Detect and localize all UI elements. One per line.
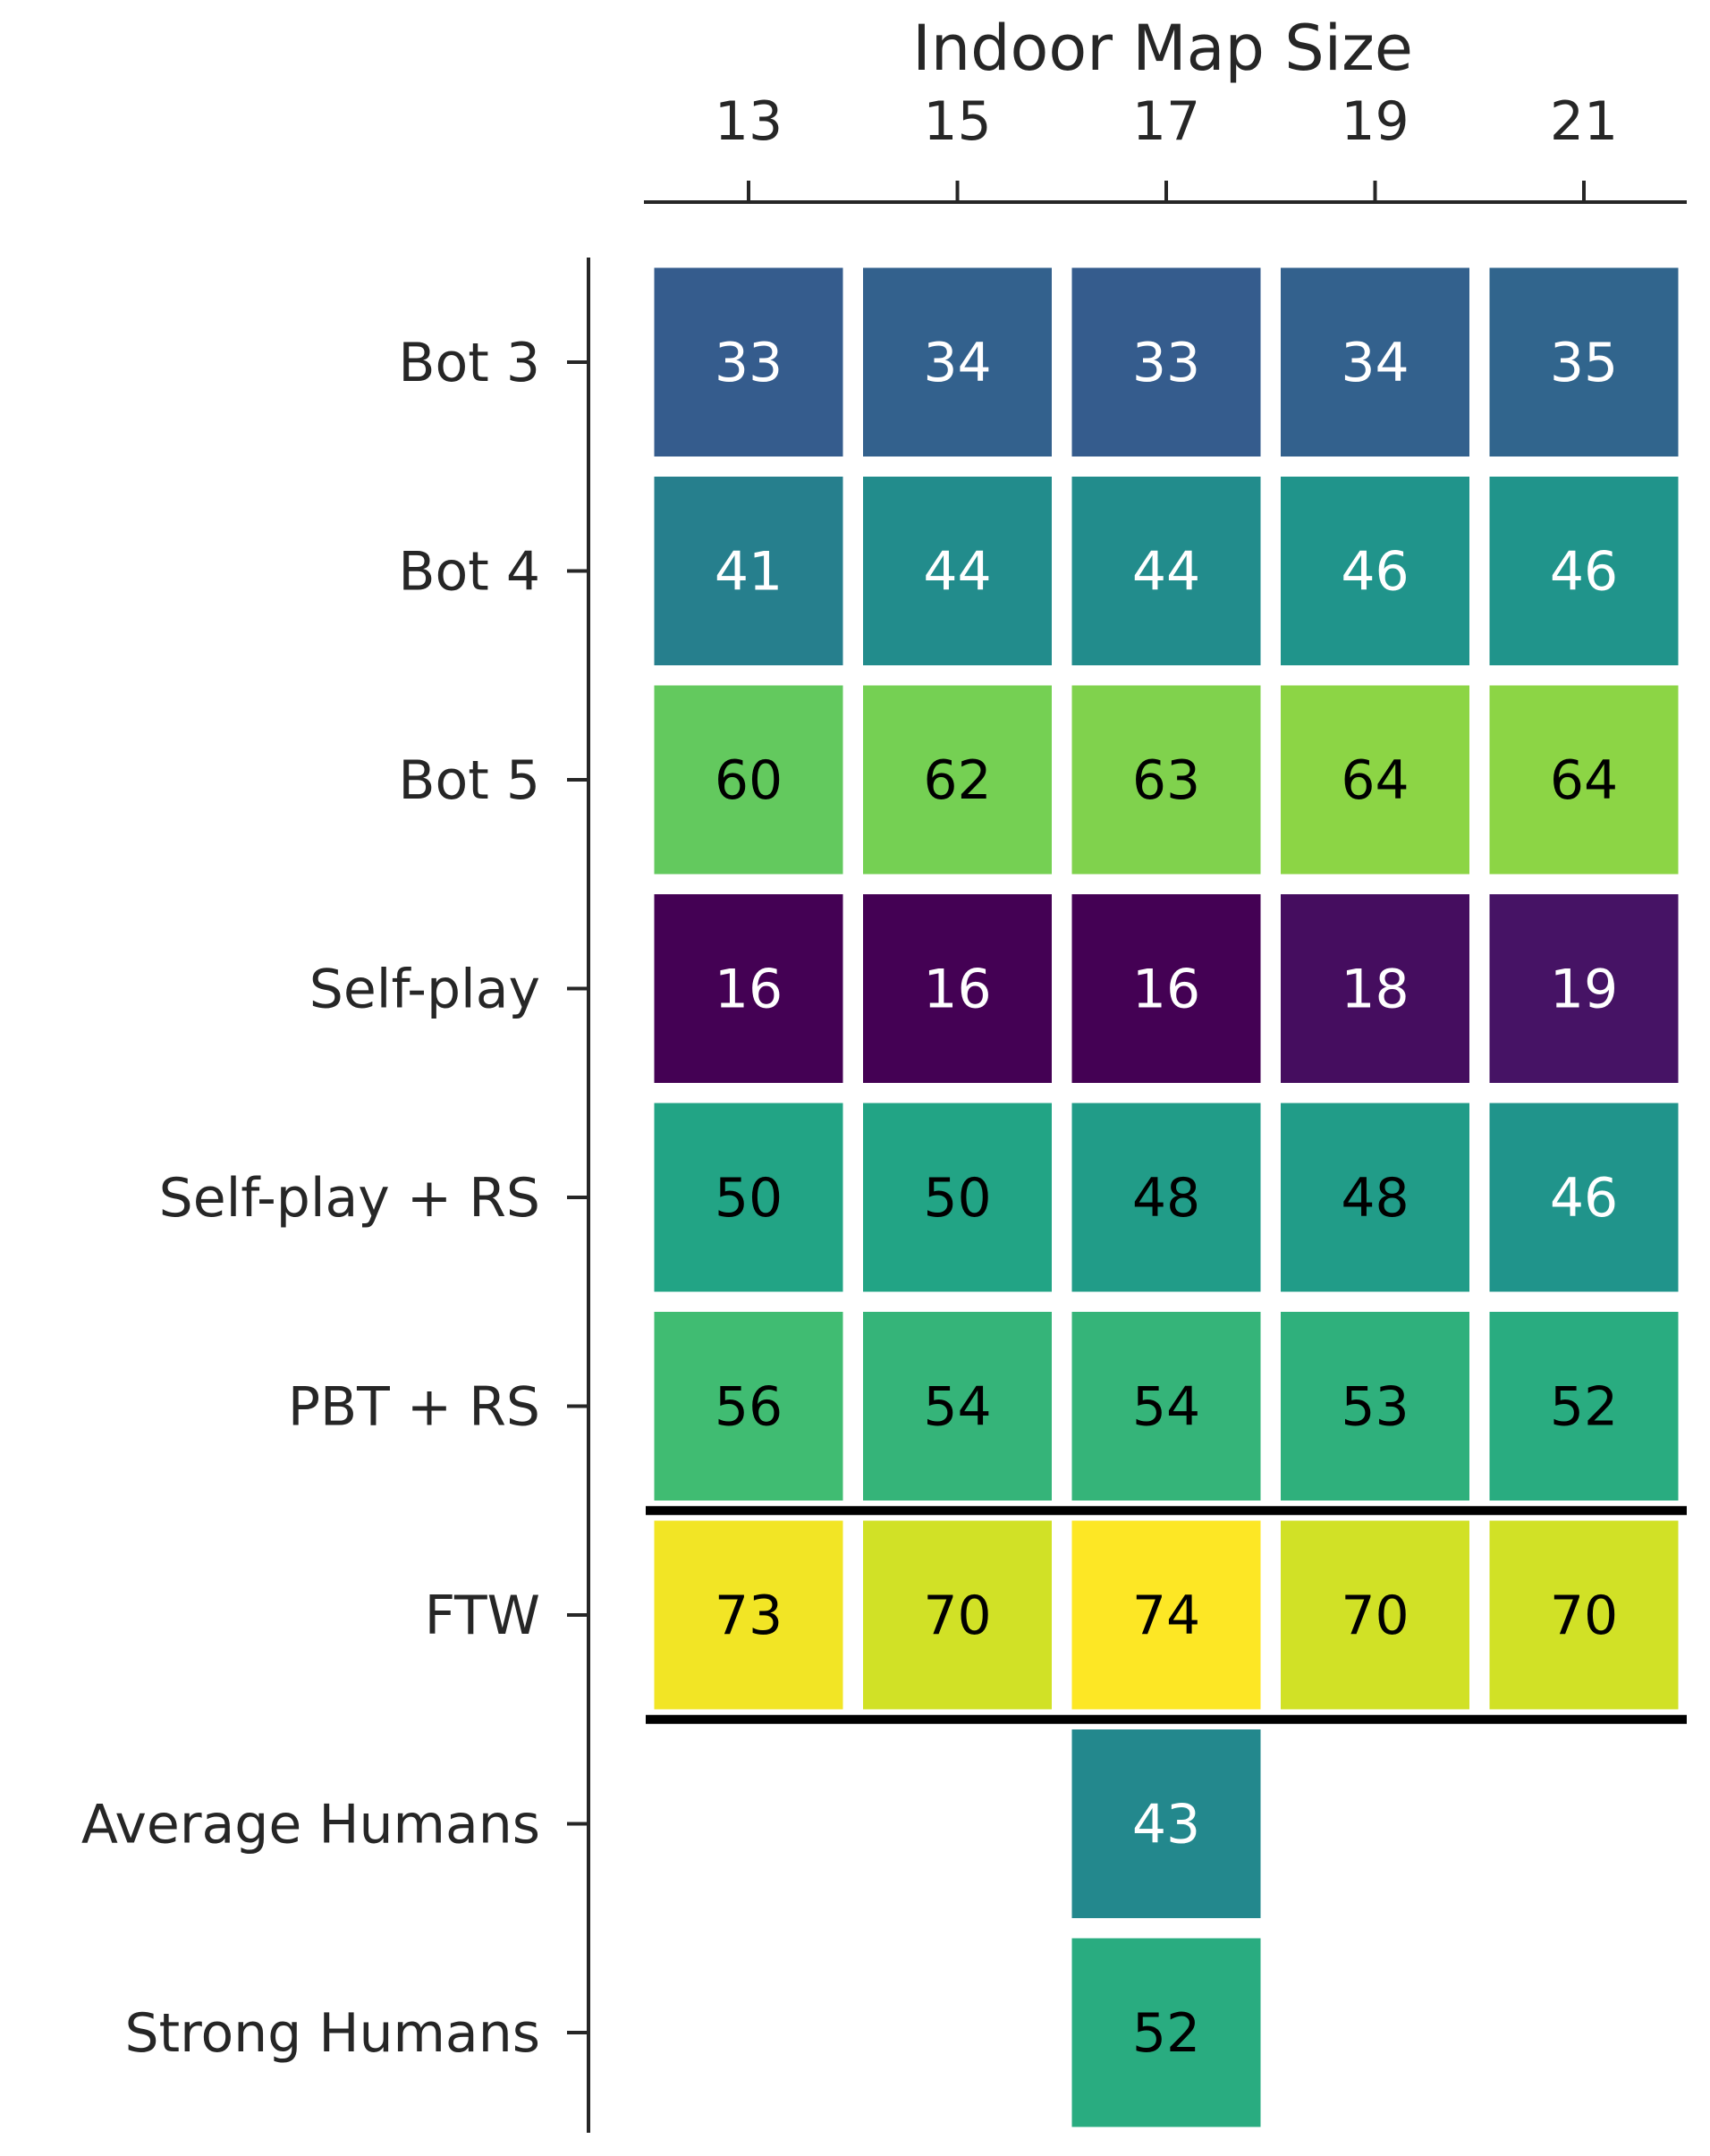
heatmap-cell — [1489, 267, 1679, 457]
cell-value-label: 70 — [1550, 1585, 1618, 1647]
cell-value-label: 43 — [1132, 1794, 1200, 1856]
y-tick-label: FTW — [425, 1585, 540, 1647]
cell-value-label: 18 — [1341, 959, 1409, 1021]
y-tick-label: Average Humans — [81, 1794, 540, 1856]
x-tick-label: 21 — [1550, 90, 1618, 153]
cell-value-label: 60 — [715, 749, 783, 812]
heatmap-cell — [654, 685, 843, 875]
cell-value-label: 70 — [1341, 1585, 1409, 1647]
heatmap-cell — [1071, 1312, 1261, 1501]
cell-value-label: 54 — [1132, 1376, 1200, 1439]
cell-value-label: 19 — [1550, 959, 1618, 1021]
cell-value-label: 33 — [715, 332, 783, 394]
heatmap-cell — [863, 477, 1052, 665]
heatmap-cell — [863, 1520, 1052, 1710]
cell-value-label: 50 — [715, 1167, 783, 1230]
y-tick-label: Bot 3 — [398, 332, 540, 394]
cell-value-label: 34 — [923, 332, 991, 394]
heatmap-cell — [1281, 894, 1469, 1083]
cell-value-label: 33 — [1132, 332, 1200, 394]
cell-value-label: 16 — [715, 959, 783, 1021]
y-ticks: Bot 3 Bot 4 Bot 5 Self-play Self-play + RS PB… — [81, 332, 588, 2065]
x-ticks: 13 15 17 19 21 — [715, 90, 1618, 202]
y-tick-label: Self-play + RS — [159, 1167, 540, 1230]
cell-value-label: 63 — [1132, 749, 1200, 812]
heatmap-cell — [1071, 1103, 1261, 1292]
cell-value-label: 64 — [1550, 749, 1618, 812]
heatmap-cells: 33 34 33 34 35 41 44 44 46 46 60 62 63 64 64 16 16 16 18 19… — [654, 267, 1679, 2127]
heatmap-cell — [863, 894, 1052, 1083]
heatmap-cell — [654, 1312, 843, 1501]
cell-value-label: 46 — [1550, 541, 1618, 604]
heatmap-cell — [1071, 267, 1261, 457]
heatmap-cell — [1071, 1520, 1261, 1710]
cell-value-label: 56 — [715, 1376, 783, 1439]
heatmap-cell — [1489, 894, 1679, 1083]
cell-value-label: 46 — [1550, 1167, 1618, 1230]
heatmap-cell — [1489, 685, 1679, 875]
x-tick-label: 15 — [923, 90, 991, 153]
y-tick-label: Bot 4 — [398, 541, 540, 604]
x-tick-label: 17 — [1132, 90, 1200, 153]
cell-value-label: 48 — [1341, 1167, 1409, 1230]
cell-value-label: 52 — [1550, 1376, 1618, 1439]
cell-value-label: 41 — [715, 541, 783, 604]
heatmap-cell — [1489, 1312, 1679, 1501]
cell-value-label: 44 — [1132, 541, 1200, 604]
y-tick-label: Bot 5 — [398, 749, 540, 812]
cell-value-label: 54 — [923, 1376, 991, 1439]
heatmap-cell — [1071, 1938, 1261, 2127]
heatmap-cell — [863, 685, 1052, 875]
y-tick-label: Strong Humans — [124, 2002, 540, 2065]
y-tick-label: Self-play — [309, 959, 540, 1021]
heatmap-cell — [1281, 477, 1469, 665]
cell-value-label: 44 — [923, 541, 991, 604]
cell-value-label: 48 — [1132, 1167, 1200, 1230]
heatmap-cell — [1281, 267, 1469, 457]
cell-value-label: 64 — [1341, 749, 1409, 812]
heatmap-cell — [1071, 685, 1261, 875]
heatmap-cell — [654, 267, 843, 457]
heatmap-cell — [1281, 1520, 1469, 1710]
cell-value-label: 74 — [1132, 1585, 1200, 1647]
heatmap-cell — [1489, 477, 1679, 665]
heatmap-cell — [1281, 1312, 1469, 1501]
heatmap-cell — [654, 1520, 843, 1710]
heatmap-cell — [863, 267, 1052, 457]
heatmap-cell — [1281, 685, 1469, 875]
heatmap-cell — [1489, 1520, 1679, 1710]
cell-value-label: 16 — [1132, 959, 1200, 1021]
cell-value-label: 70 — [923, 1585, 991, 1647]
x-tick-label: 13 — [715, 90, 783, 153]
x-axis-title: Indoor Map Size — [912, 12, 1413, 85]
cell-value-label: 34 — [1341, 332, 1409, 394]
y-tick-label: PBT + RS — [288, 1376, 540, 1439]
cell-value-label: 53 — [1341, 1376, 1409, 1439]
cell-value-label: 50 — [923, 1167, 991, 1230]
heatmap-cell — [1489, 1103, 1679, 1292]
cell-value-label: 73 — [715, 1585, 783, 1647]
cell-value-label: 52 — [1132, 2002, 1200, 2065]
heatmap-cell — [1281, 1103, 1469, 1292]
heatmap-cell — [1071, 477, 1261, 665]
cell-value-label: 35 — [1550, 332, 1618, 394]
cell-value-label: 62 — [923, 749, 991, 812]
heatmap-cell — [654, 1103, 843, 1292]
heatmap-cell — [654, 894, 843, 1083]
heatmap-cell — [1071, 1729, 1261, 1918]
row-separators — [646, 1506, 1687, 1724]
heatmap-cell — [863, 1312, 1052, 1501]
cell-value-label: 46 — [1341, 541, 1409, 604]
heatmap-cell — [1071, 894, 1261, 1083]
x-tick-label: 19 — [1341, 90, 1409, 153]
cell-value-label: 16 — [923, 959, 991, 1021]
heatmap-cell — [863, 1103, 1052, 1292]
heatmap-cell — [654, 477, 843, 665]
